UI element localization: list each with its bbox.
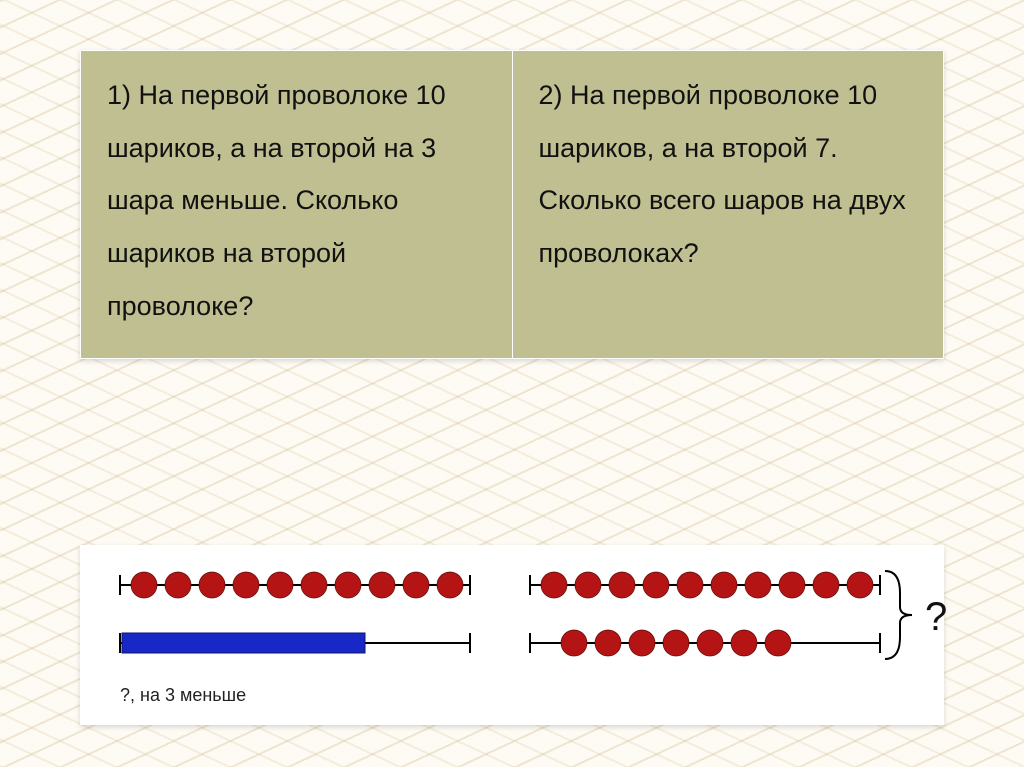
- problem-2-cell: 2) На первой проволоке 10 шариков, а на …: [512, 51, 944, 359]
- diagram-panel: ?, на 3 меньше: [80, 545, 944, 725]
- diagram-right: [520, 563, 920, 693]
- problem-1-cell: 1) На первой проволоке 10 шариков, а на …: [81, 51, 513, 359]
- problem-2-text: 2) На первой проволоке 10 шариков, а на …: [539, 80, 906, 268]
- problem-1-text: 1) На первой проволоке 10 шариков, а на …: [107, 80, 446, 321]
- blue-bar: [122, 633, 365, 653]
- diagram-left-caption: ?, на 3 меньше: [120, 685, 246, 706]
- bracket-icon: [885, 571, 912, 659]
- problem-table: 1) На первой проволоке 10 шариков, а на …: [80, 50, 944, 359]
- bracket-label: ?: [925, 595, 947, 640]
- diagram-left: [110, 563, 490, 683]
- beads-row-2-right: [561, 630, 791, 656]
